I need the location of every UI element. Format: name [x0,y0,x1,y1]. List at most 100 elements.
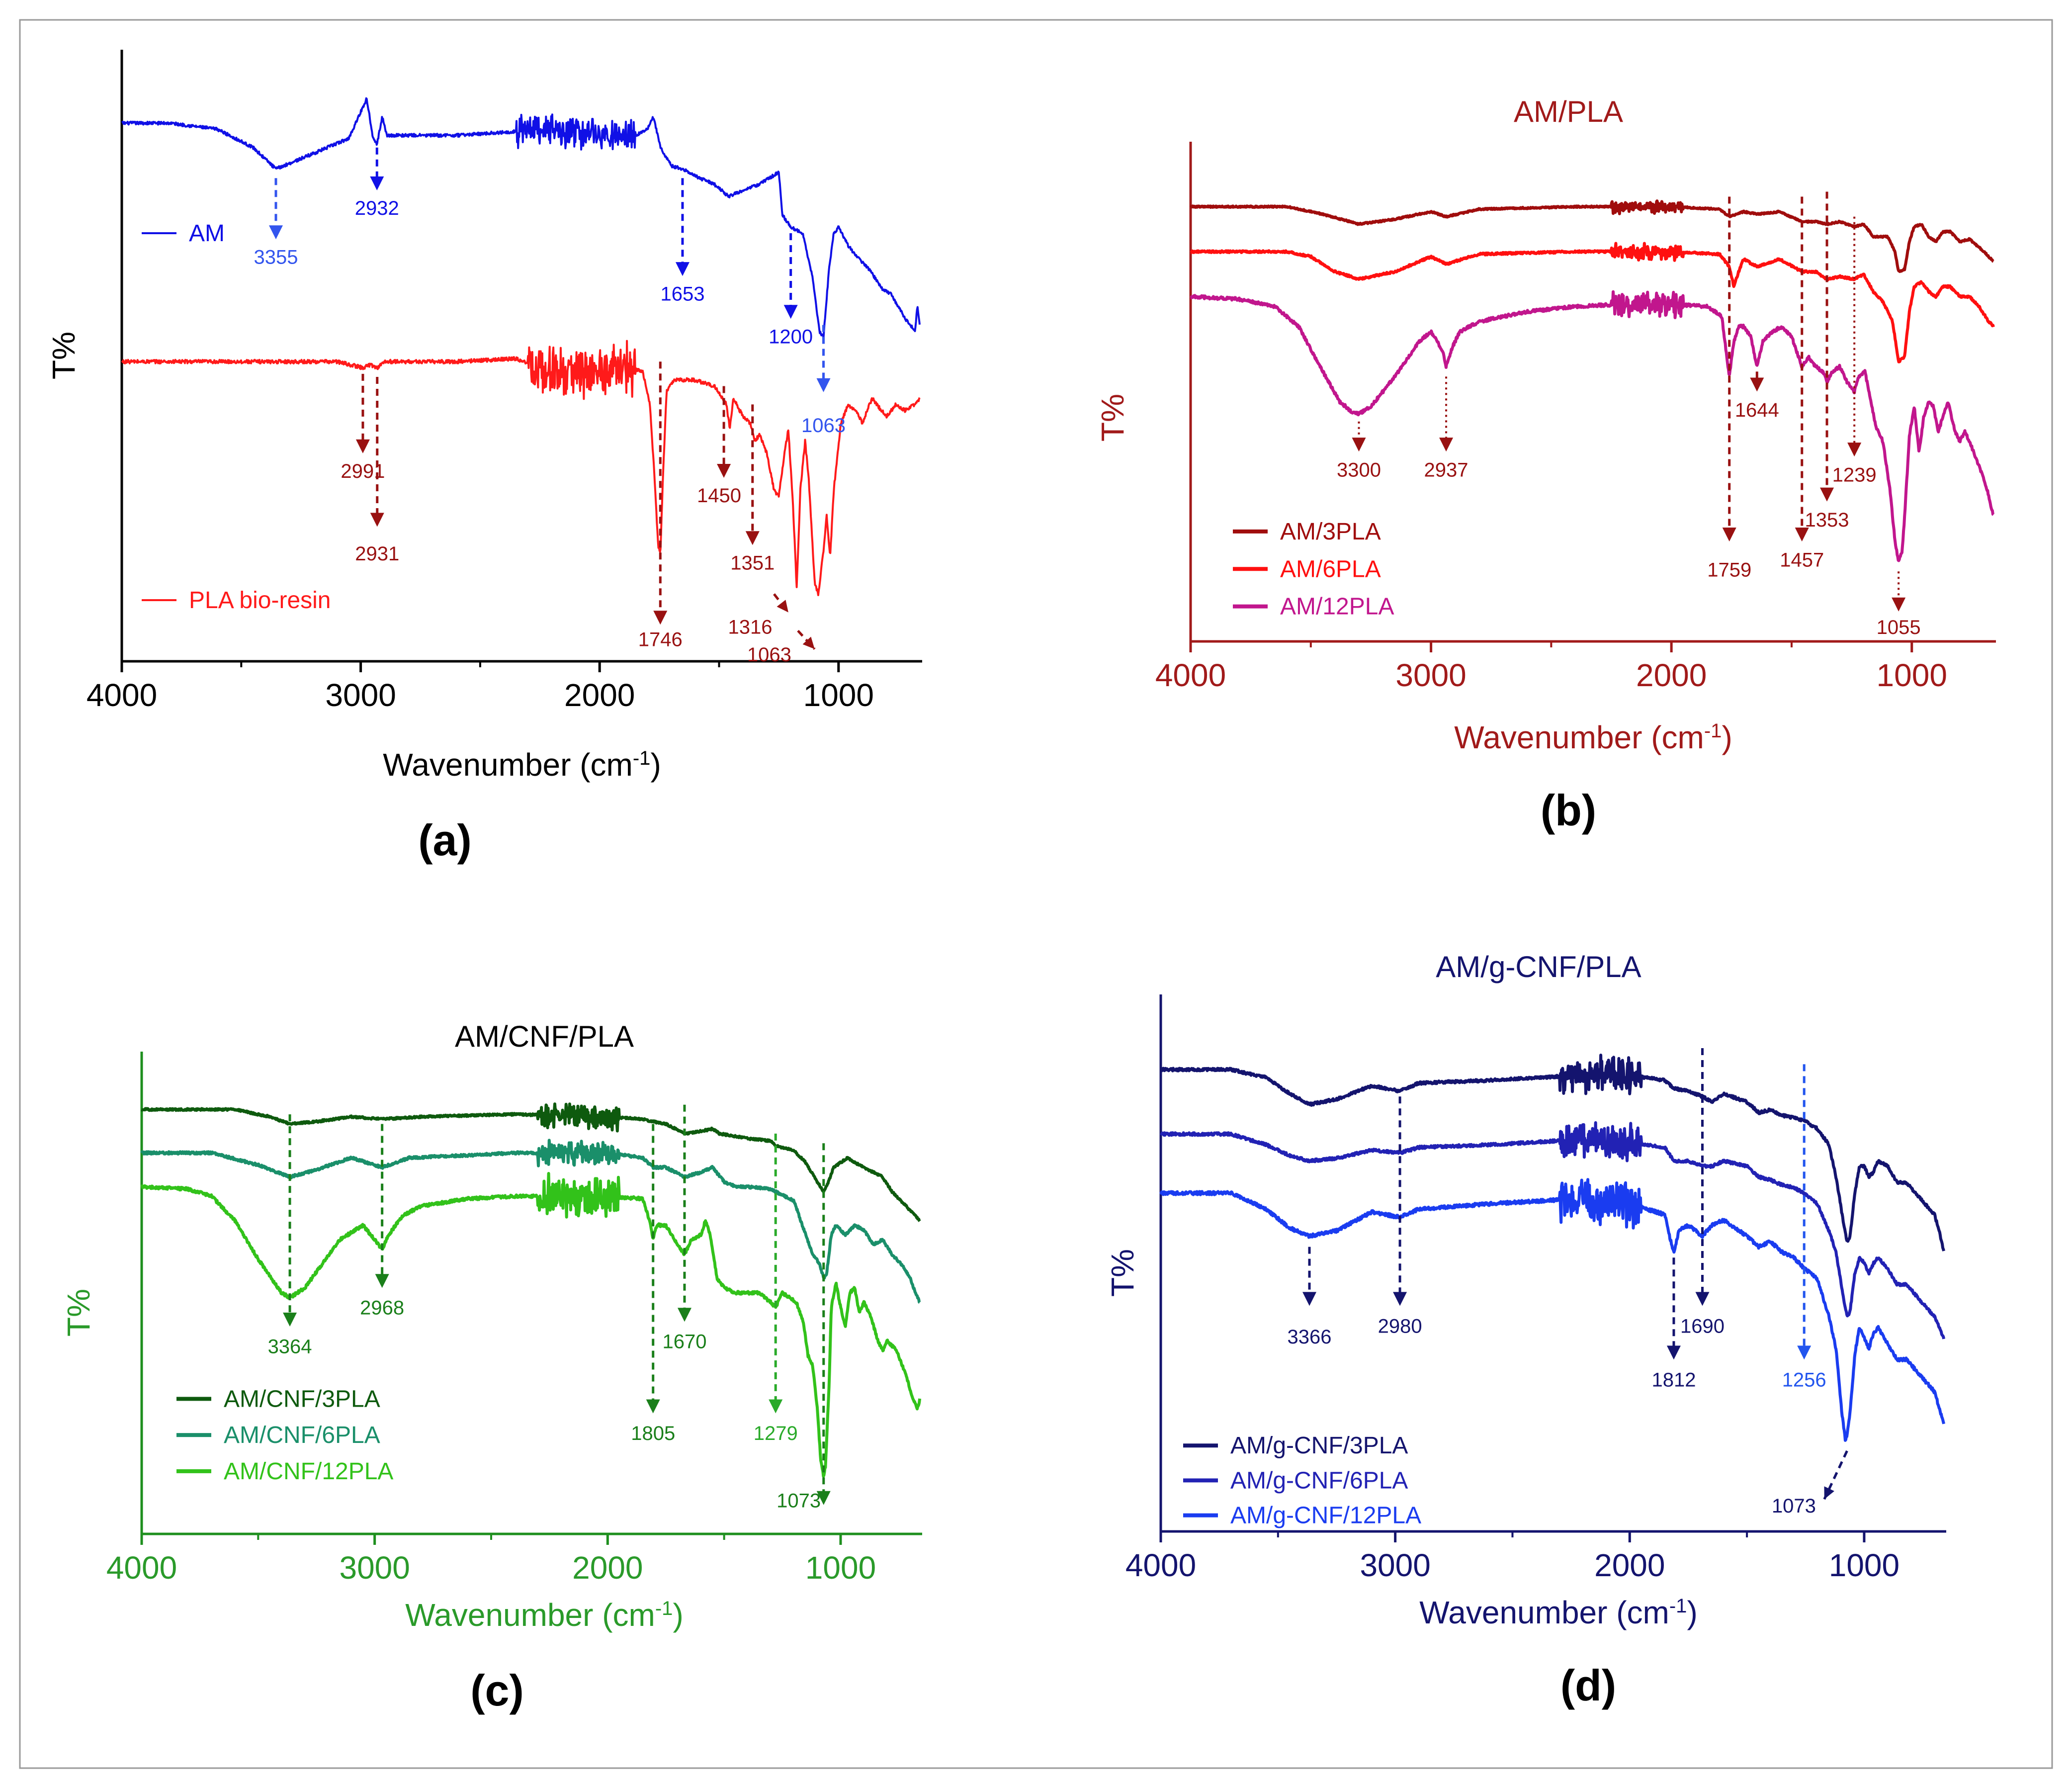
panel-a-x-label-main: Wavenumber (cm [383,747,633,783]
panel-b-peak-label: 1644 [1735,399,1779,421]
panel-a-peak-arrowhead [717,464,731,478]
panel-c-x-tick-label: 3000 [339,1550,410,1586]
panel-d-peak-arrowhead [1393,1292,1407,1306]
panel-c-legend-label: AM/CNF/12PLA [224,1458,393,1485]
panel-d-peak-arrowhead [1695,1292,1710,1306]
panel-d-peak-label: 1073 [1772,1495,1816,1517]
panel-d-x-label-end: ) [1687,1595,1697,1630]
panel-d-series-line [1160,1054,1945,1252]
panel-d-peak-label: 1812 [1651,1369,1696,1391]
panel-c-series-line [140,1139,921,1304]
panel-a-y-label: T% [46,332,82,379]
panel-d-y-label: T% [1105,1249,1140,1297]
panel-c-peak-arrowhead [816,1491,831,1505]
panel-a-peak-label: 1063 [801,415,846,437]
panel-a-peak-arrowhead [745,531,760,545]
panel-d-peak-marker [1823,1450,1848,1500]
panel-b-ftir-am-pla-blends: AM/PLA T% Wavenumber (cm-1) (b) 4000 3000… [1095,95,1996,835]
panel-b-peak-label: 1457 [1780,549,1824,571]
panel-b-x-label-main: Wavenumber (cm [1454,719,1704,755]
panel-a-peak-marker [773,593,789,614]
panel-b-legend-label: AM/6PLA [1280,556,1381,582]
panel-d-peak-label: 1690 [1680,1315,1725,1337]
panel-b-peak-arrowhead [1820,487,1834,502]
panel-c-x-tick-label: 2000 [572,1550,643,1586]
panel-d-label: (d) [1560,1661,1616,1710]
panel-b-y-label: T% [1095,394,1130,442]
panel-a-legend-label: PLA bio-resin [189,587,331,614]
panel-b-x-label-end: ) [1722,719,1732,755]
panel-c-y-label: T% [61,1289,96,1337]
panel-d-x-label: Wavenumber (cm-1) [1419,1595,1698,1630]
panel-a-peak-arrowhead [370,176,384,190]
panel-a-peak-arrowhead [802,636,815,649]
panel-a-ftir-am-pla: T% Wavenumber (cm-1) (a) 4000 3000 2000 100… [46,50,922,865]
panel-a-peak-label: 3355 [254,247,298,268]
panel-a-x-tick-label: 2000 [564,677,635,713]
panel-d-legend-label: AM/g-CNF/3PLA [1230,1432,1408,1459]
panel-a-peak-label: 1351 [730,552,775,574]
panel-d-peak-arrowhead [1302,1292,1317,1306]
panel-c-series-line [140,1172,922,1478]
panel-a-peak-label: 2932 [355,197,399,219]
panel-c-peak-label: 1805 [631,1423,675,1444]
panel-a-peak-arrowhead [370,513,384,527]
panel-a-x-label: Wavenumber (cm-1) [383,747,661,783]
panel-d-series-line [1159,1178,1946,1442]
panel-a-peak-arrowhead [355,439,370,453]
panel-a-peak-arrowhead [675,262,690,276]
figure-border [19,19,2053,1769]
panel-a-x-label-sup: -1 [633,747,651,769]
panel-a-peak-label: 1653 [660,283,704,305]
panel-b-peak-arrowhead [1439,438,1454,452]
panel-d-x-tick-label: 3000 [1360,1547,1430,1583]
panel-c-series-line [140,1102,921,1222]
panel-a-peak-label: 1063 [747,644,791,666]
panel-c-ftir-am-cnf-pla: AM/CNF/PLA T% Wavenumber (cm-1) (c) 4000… [61,1020,922,1715]
panel-a-series-line [121,97,921,340]
panel-d-title: AM/g-CNF/PLA [1436,950,1641,983]
panel-d-peak-label: 2980 [1378,1315,1422,1337]
panel-b-series-line [1190,290,1994,562]
panel-b-peak-label: 1239 [1832,464,1877,486]
panel-a-label: (a) [418,815,472,865]
panel-b-peak-label: 3300 [1337,459,1381,481]
panel-b-peak-arrowhead [1847,443,1862,457]
panel-b-peak-arrowhead [1352,438,1366,452]
panel-d-peak-label: 1256 [1782,1369,1826,1391]
panel-c-peak-arrowhead [646,1399,660,1414]
panel-b-x-tick-label: 4000 [1155,657,1226,693]
panel-b-series-line [1189,199,1994,273]
panel-c-legend-label: AM/CNF/6PLA [224,1422,380,1448]
panel-a-peak-arrowhead [268,225,283,240]
panel-c-x-label: Wavenumber (cm-1) [405,1597,684,1633]
panel-a-x-label-end: ) [650,747,661,783]
panel-c-peak-label: 2968 [360,1297,404,1319]
panel-b-peak-label: 1055 [1877,617,1921,638]
panel-b-x-tick-label: 1000 [1877,657,1947,693]
panel-d-x-tick-label: 2000 [1594,1547,1665,1583]
panel-b-x-label: Wavenumber (cm-1) [1454,719,1732,755]
panel-c-label: (c) [470,1666,524,1715]
panel-a-peak-label: 1200 [769,326,813,348]
panel-d-ftir-am-gcnf-pla: AM/g-CNF/PLA T% Wavenumber (cm-1) (d) 40… [1105,950,1946,1710]
panel-b-title: AM/PLA [1514,95,1623,128]
panel-c-x-label-end: ) [673,1597,683,1633]
panel-c-peak-arrowhead [283,1312,297,1327]
panel-c-peak-label: 3364 [268,1336,312,1357]
panel-c-x-label-main: Wavenumber (cm [405,1597,655,1633]
panel-d-peak-label: 3366 [1288,1326,1332,1348]
panel-a-x-tick-label: 1000 [803,677,874,713]
panel-c-x-label-sup: -1 [655,1598,673,1619]
panel-b-x-tick-label: 3000 [1395,657,1466,693]
panel-b-label: (b) [1541,786,1596,835]
panel-a-peak-arrowhead [653,611,668,625]
panel-c-x-tick-label: 1000 [805,1550,876,1586]
panel-b-legend-label: AM/3PLA [1280,519,1381,545]
panel-d-series-line [1159,1121,1946,1340]
panel-b-peak-arrowhead [1750,377,1764,392]
panel-a-peak-label: 1316 [728,617,772,638]
panel-d-peak-arrowhead [1797,1345,1812,1360]
panel-d-legend-label: AM/g-CNF/6PLA [1230,1467,1408,1494]
